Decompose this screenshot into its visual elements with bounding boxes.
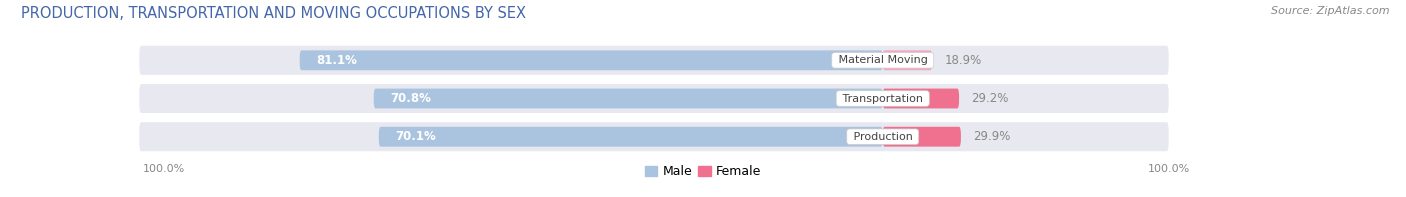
FancyBboxPatch shape [374, 89, 883, 108]
Text: 70.1%: 70.1% [395, 130, 436, 143]
FancyBboxPatch shape [139, 122, 1168, 151]
Text: 81.1%: 81.1% [316, 54, 357, 67]
FancyBboxPatch shape [883, 127, 960, 147]
Text: 29.9%: 29.9% [973, 130, 1011, 143]
Text: Transportation: Transportation [839, 94, 927, 103]
FancyBboxPatch shape [139, 84, 1168, 113]
Text: Source: ZipAtlas.com: Source: ZipAtlas.com [1271, 6, 1389, 16]
FancyBboxPatch shape [883, 50, 932, 70]
Text: Material Moving: Material Moving [835, 55, 931, 65]
FancyBboxPatch shape [139, 46, 1168, 75]
Text: PRODUCTION, TRANSPORTATION AND MOVING OCCUPATIONS BY SEX: PRODUCTION, TRANSPORTATION AND MOVING OC… [21, 6, 526, 21]
Text: 18.9%: 18.9% [945, 54, 981, 67]
Text: 70.8%: 70.8% [389, 92, 430, 105]
Text: Production: Production [849, 132, 915, 142]
FancyBboxPatch shape [378, 127, 883, 147]
FancyBboxPatch shape [883, 89, 959, 108]
FancyBboxPatch shape [299, 50, 883, 70]
Text: 29.2%: 29.2% [972, 92, 1008, 105]
Legend: Male, Female: Male, Female [640, 160, 766, 183]
